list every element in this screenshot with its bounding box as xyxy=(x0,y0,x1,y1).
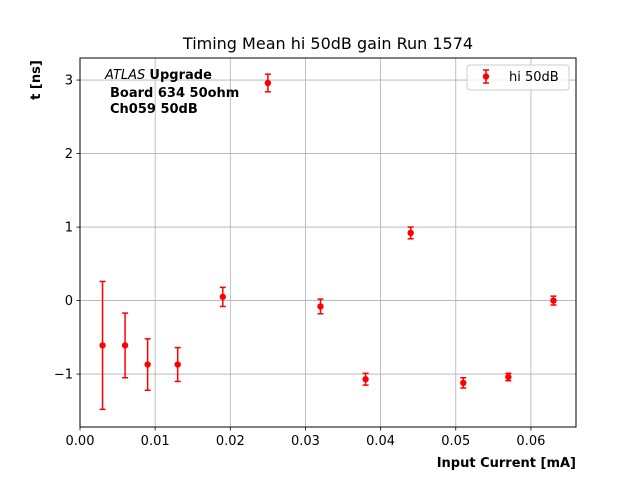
axis-ticks: 0.00 0.01 0.02 0.03 0.04 0.05 0.06 −1 0 1 2 3 xyxy=(54,74,546,449)
data-marker xyxy=(219,293,226,301)
upgrade-label: Upgrade xyxy=(149,68,212,83)
x-tick-label: 0.02 xyxy=(216,434,245,449)
y-tick-label: 0 xyxy=(65,294,73,309)
grid-lines xyxy=(79,58,576,427)
x-tick-label: 0.00 xyxy=(66,434,95,449)
data-point xyxy=(144,338,151,391)
data-point xyxy=(407,226,414,240)
legend-box xyxy=(466,64,570,91)
chart-title: Timing Mean hi 50dB gain Run 1574 xyxy=(182,34,473,53)
x-tick-label: 0.04 xyxy=(366,434,395,449)
data-marker xyxy=(264,79,272,87)
x-tick-label: 0.05 xyxy=(441,434,470,449)
x-tick-label: 0.03 xyxy=(291,434,320,449)
data-marker xyxy=(144,361,151,368)
channel-label: Ch059 50dB xyxy=(110,102,198,117)
legend-marker xyxy=(482,73,490,80)
legend-label: hi 50dB xyxy=(509,70,559,85)
data-marker xyxy=(121,342,129,349)
x-axis-label: Input Current [mA] xyxy=(437,456,576,471)
data-marker xyxy=(174,361,181,368)
data-point xyxy=(550,295,557,306)
y-tick-label: −1 xyxy=(54,368,73,383)
data-marker xyxy=(460,379,467,387)
data-point xyxy=(99,280,106,411)
y-tick-label: 2 xyxy=(65,147,73,162)
data-marker xyxy=(362,376,369,383)
data-point xyxy=(460,377,467,389)
data-marker xyxy=(505,373,512,381)
y-axis-label: t [ns] xyxy=(29,60,44,100)
data-marker xyxy=(407,229,414,237)
board-label: Board 634 50ohm xyxy=(110,86,239,101)
x-tick-label: 0.01 xyxy=(141,434,170,449)
data-point xyxy=(219,286,226,308)
data-point xyxy=(264,73,272,93)
legend: hi 50dB xyxy=(466,64,570,91)
data-point xyxy=(174,346,181,383)
data-marker xyxy=(317,303,324,310)
data-marker xyxy=(99,342,106,349)
data-marker xyxy=(550,297,557,304)
data-point xyxy=(121,312,129,379)
atlas-label: ATLAS xyxy=(104,68,145,83)
data-point xyxy=(317,298,324,315)
y-tick-label: 3 xyxy=(65,74,73,89)
data-point xyxy=(505,372,512,382)
atlas-label-line: ATLAS Upgrade xyxy=(104,68,212,83)
atlas-annotation: ATLAS Upgrade Board 634 50ohm Ch059 50dB xyxy=(104,68,239,117)
y-tick-label: 1 xyxy=(65,221,73,236)
data-point xyxy=(362,372,369,386)
data-series xyxy=(99,73,557,411)
x-tick-label: 0.06 xyxy=(516,434,545,449)
plot-frame xyxy=(79,57,577,428)
